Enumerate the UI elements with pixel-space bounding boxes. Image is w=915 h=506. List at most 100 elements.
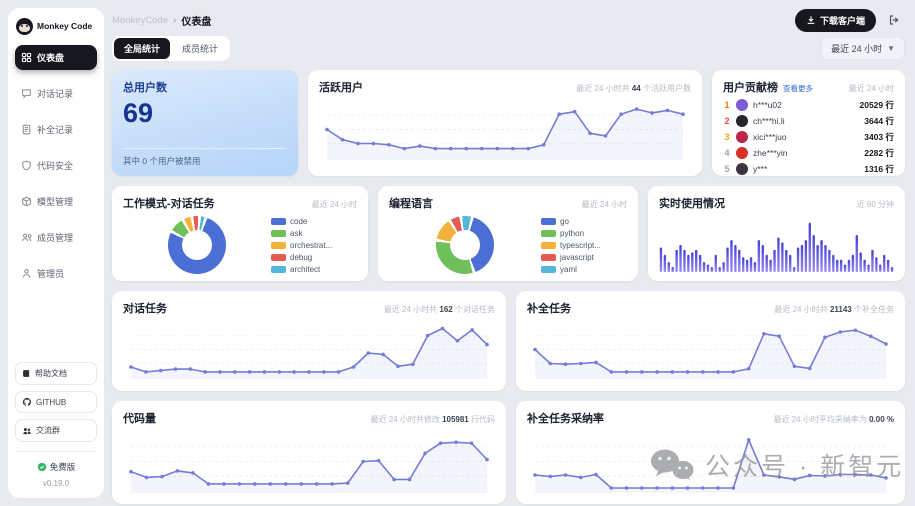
- legend-swatch: [541, 229, 556, 237]
- adoption-rate-chart: [533, 438, 888, 493]
- realtime-usage-title: 实时使用情况: [659, 198, 725, 210]
- languages-legend: go python typescript... javascript yaml: [541, 217, 627, 274]
- completion-tasks-chart: [533, 328, 888, 379]
- dialog-tasks-meta: 最近 24 小时共 162 个对话任务: [383, 305, 495, 314]
- total-users-card: 总用户数 69 其中 0 个用户被禁用: [112, 70, 298, 176]
- legend-swatch: [271, 253, 286, 261]
- legend-swatch: [541, 265, 556, 273]
- adoption-rate-card: 补全任务采纳率 最近 24 小时平均采纳率为 0.00 %: [516, 401, 905, 504]
- realtime-usage-meta: 近 60 分钟: [856, 200, 894, 209]
- tab-member-stats[interactable]: 成员统计: [172, 38, 228, 59]
- sidebar-nav: 仪表盘 对话记录 补全记录 代码安全 模型管理 成员管理 管理员: [15, 45, 97, 286]
- leaderboard-card: 用户贡献榜 查看更多 最近 24 小时 1 h***u02 20529 行 2 …: [712, 70, 905, 176]
- adoption-rate-title: 补全任务采纳率: [527, 413, 604, 425]
- leaderboard-more-link[interactable]: 查看更多: [783, 84, 813, 93]
- version-label: v0.19.0: [42, 479, 70, 488]
- adoption-rate-meta: 最近 24 小时平均采纳率为 0.00 %: [773, 415, 894, 424]
- avatar: [736, 130, 748, 143]
- group-icon: [23, 427, 31, 434]
- completion-tasks-title: 补全任务: [527, 303, 571, 315]
- main-content: MonkeyCode › 仪表盘 下载客户端 全局统计 成员统计 最近 24 小…: [112, 8, 905, 504]
- code-lines-title: 代码量: [123, 413, 156, 425]
- cube-icon: [22, 196, 31, 207]
- avatar: [736, 114, 748, 127]
- total-users-footer: 其中 0 个用户被禁用: [123, 148, 287, 167]
- dashboard-icon: [21, 52, 32, 63]
- stats-tabs: 全局统计 成员统计: [112, 36, 231, 61]
- dialog-tasks-chart: [129, 326, 489, 379]
- logout-icon: [889, 15, 899, 25]
- app-name: Monkey Code: [37, 20, 93, 31]
- chevron-down-icon: ▼: [887, 44, 895, 53]
- leaderboard-list: 1 h***u02 20529 行 2 ch***hi.li 3644 行 3 …: [723, 98, 894, 175]
- sidebar-item-member-management[interactable]: 成员管理: [15, 225, 97, 250]
- sidebar-divider: [15, 451, 97, 452]
- active-users-title: 活跃用户: [319, 82, 363, 94]
- app-logo: Monkey Code: [15, 16, 97, 45]
- chat-group-button[interactable]: 交流群: [15, 419, 97, 442]
- breadcrumb-separator: ›: [172, 14, 177, 26]
- active-users-chart: [325, 107, 685, 160]
- download-client-button[interactable]: 下载客户端: [794, 8, 876, 32]
- github-button[interactable]: GITHUB: [15, 391, 97, 413]
- avatar: [736, 98, 748, 111]
- time-range-select[interactable]: 最近 24 小时 ▼: [821, 37, 905, 60]
- realtime-usage-card: 实时使用情况 近 60 分钟: [648, 186, 905, 281]
- work-mode-legend: code ask orchestrat... debug architect: [271, 217, 357, 274]
- leaderboard-row[interactable]: 4 zhe***yin 2282 行: [724, 146, 894, 159]
- active-users-meta: 最近 24 小时共 44 个活跃用户数: [576, 84, 691, 93]
- admin-icon: [22, 269, 31, 278]
- languages-meta: 最近 24 小时: [581, 200, 627, 209]
- legend-swatch: [271, 217, 286, 225]
- sidebar-item-completion-records[interactable]: 补全记录: [15, 117, 97, 142]
- breadcrumb-root[interactable]: MonkeyCode: [112, 14, 168, 26]
- monkey-logo-icon: [16, 18, 33, 35]
- members-icon: [21, 233, 32, 242]
- document-icon: [22, 124, 31, 135]
- legend-swatch: [541, 241, 556, 249]
- shield-icon: [22, 160, 31, 171]
- completion-tasks-card: 补全任务 最近 24 小时共 21143 个补全任务: [516, 291, 905, 391]
- dialog-tasks-title: 对话任务: [123, 303, 167, 315]
- sidebar: Monkey Code 仪表盘 对话记录 补全记录 代码安全 模型管理 成员管理: [8, 8, 104, 498]
- sidebar-item-chat-records[interactable]: 对话记录: [15, 81, 97, 106]
- tab-global-stats[interactable]: 全局统计: [114, 38, 171, 59]
- leaderboard-row[interactable]: 3 xici***juo 3403 行: [724, 130, 894, 143]
- dialog-tasks-card: 对话任务 最近 24 小时共 162 个对话任务: [112, 291, 506, 391]
- avatar: [736, 146, 748, 159]
- legend-swatch: [271, 241, 286, 249]
- download-icon: [807, 16, 815, 24]
- work-mode-card: 工作模式-对话任务 最近 24 小时 code ask orchestrat..…: [112, 186, 368, 281]
- leaderboard-row[interactable]: 1 h***u02 20529 行: [724, 98, 894, 111]
- total-users-value: 69: [123, 98, 154, 128]
- avatar: [736, 162, 748, 175]
- legend-swatch: [271, 265, 286, 273]
- leaderboard-row[interactable]: 5 y*** 1316 行: [724, 162, 894, 175]
- sidebar-item-model-management[interactable]: 模型管理: [15, 189, 97, 214]
- active-users-card: 活跃用户 最近 24 小时共 44 个活跃用户数: [308, 70, 702, 176]
- help-docs-button[interactable]: 帮助文档: [15, 362, 97, 385]
- sidebar-item-dashboard[interactable]: 仪表盘: [15, 45, 97, 70]
- code-lines-meta: 最近 24 小时共修改 105981 行代码: [370, 415, 495, 424]
- work-mode-title: 工作模式-对话任务: [123, 198, 215, 210]
- breadcrumb: MonkeyCode › 仪表盘: [112, 13, 211, 28]
- logout-button[interactable]: [883, 9, 905, 31]
- legend-swatch: [271, 229, 286, 237]
- code-lines-card: 代码量 最近 24 小时共修改 105981 行代码: [112, 401, 506, 504]
- breadcrumb-current: 仪表盘: [181, 16, 212, 28]
- legend-swatch: [541, 253, 556, 261]
- book-icon: [23, 370, 30, 377]
- leaderboard-row[interactable]: 2 ch***hi.li 3644 行: [724, 114, 894, 127]
- languages-donut-chart: [436, 216, 494, 274]
- code-lines-chart: [129, 440, 489, 493]
- sidebar-item-admin[interactable]: 管理员: [15, 261, 97, 286]
- work-mode-meta: 最近 24 小时: [311, 200, 357, 209]
- sidebar-item-code-security[interactable]: 代码安全: [15, 153, 97, 178]
- completion-tasks-meta: 最近 24 小时共 21143 个补全任务: [774, 305, 894, 314]
- realtime-usage-chart: [659, 222, 894, 272]
- check-badge-icon: [37, 462, 46, 472]
- legend-swatch: [541, 217, 556, 225]
- chat-icon: [22, 89, 31, 99]
- leaderboard-meta: 最近 24 小时: [848, 84, 894, 93]
- github-icon: [22, 397, 31, 406]
